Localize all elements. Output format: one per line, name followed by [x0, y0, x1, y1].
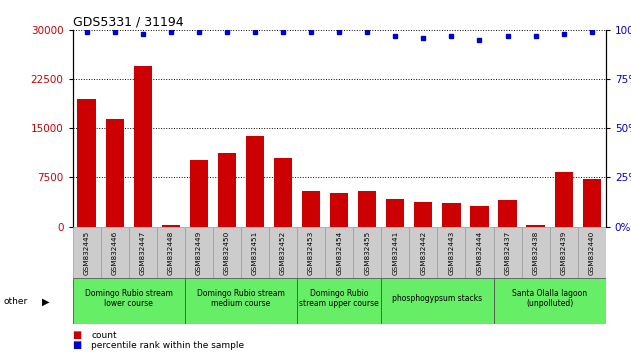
Text: Domingo Rubio stream
lower course: Domingo Rubio stream lower course	[85, 289, 173, 308]
Text: GSM832441: GSM832441	[392, 231, 398, 275]
Text: GSM832451: GSM832451	[252, 231, 258, 275]
Text: GSM832448: GSM832448	[168, 231, 174, 275]
Bar	[185, 278, 297, 324]
Text: other: other	[3, 297, 27, 306]
Bar	[498, 200, 517, 227]
Bar	[555, 172, 573, 227]
Text: ▶: ▶	[42, 297, 49, 307]
Bar	[269, 227, 297, 278]
Text: GDS5331 / 31194: GDS5331 / 31194	[73, 16, 183, 29]
Text: GSM832437: GSM832437	[505, 231, 510, 275]
Bar	[381, 278, 493, 324]
Bar	[466, 227, 493, 278]
Bar	[78, 99, 96, 227]
Text: GSM832450: GSM832450	[224, 231, 230, 275]
Bar	[353, 227, 381, 278]
Text: GSM832452: GSM832452	[280, 231, 286, 275]
Bar	[522, 227, 550, 278]
Bar	[330, 193, 348, 227]
Bar	[162, 225, 180, 227]
Text: GSM832447: GSM832447	[139, 231, 146, 275]
Text: count: count	[91, 331, 117, 340]
Bar	[274, 158, 292, 227]
Bar	[73, 278, 185, 324]
Bar	[213, 227, 241, 278]
Bar	[386, 199, 404, 227]
Bar	[578, 227, 606, 278]
Text: GSM832446: GSM832446	[112, 231, 117, 275]
Text: GSM832454: GSM832454	[336, 231, 342, 275]
Bar	[550, 227, 578, 278]
Text: GSM832453: GSM832453	[308, 231, 314, 275]
Bar	[73, 227, 100, 278]
Bar	[470, 206, 488, 227]
Text: GSM832444: GSM832444	[476, 231, 483, 275]
Bar	[297, 278, 381, 324]
Bar	[325, 227, 353, 278]
Bar	[185, 227, 213, 278]
Text: GSM832442: GSM832442	[420, 231, 427, 275]
Bar	[358, 190, 376, 227]
Text: GSM832438: GSM832438	[533, 231, 539, 275]
Bar	[246, 136, 264, 227]
Text: Domingo Rubio
stream upper course: Domingo Rubio stream upper course	[299, 289, 379, 308]
Bar	[381, 227, 410, 278]
Text: ■: ■	[73, 341, 82, 350]
Text: GSM832445: GSM832445	[83, 231, 90, 275]
Text: phosphogypsum stacks: phosphogypsum stacks	[392, 294, 483, 303]
Bar	[410, 227, 437, 278]
Bar	[526, 225, 545, 227]
Bar	[218, 153, 236, 227]
Bar	[437, 227, 466, 278]
Text: percentile rank within the sample: percentile rank within the sample	[91, 342, 245, 350]
Text: GSM832443: GSM832443	[449, 231, 454, 275]
Bar	[582, 179, 601, 227]
Bar	[442, 203, 461, 227]
Text: GSM832449: GSM832449	[196, 231, 202, 275]
Bar	[493, 278, 606, 324]
Bar	[241, 227, 269, 278]
Text: ■: ■	[73, 330, 82, 340]
Bar	[134, 66, 152, 227]
Text: GSM832455: GSM832455	[364, 231, 370, 275]
Bar	[190, 160, 208, 227]
Bar	[156, 227, 185, 278]
Bar	[129, 227, 156, 278]
Bar	[105, 119, 124, 227]
Bar	[493, 227, 522, 278]
Text: Santa Olalla lagoon
(unpolluted): Santa Olalla lagoon (unpolluted)	[512, 289, 587, 308]
Text: Domingo Rubio stream
medium course: Domingo Rubio stream medium course	[197, 289, 285, 308]
Text: GSM832439: GSM832439	[561, 231, 567, 275]
Bar	[414, 202, 432, 227]
Text: GSM832440: GSM832440	[589, 231, 595, 275]
Bar	[302, 190, 320, 227]
Bar	[100, 227, 129, 278]
Bar	[297, 227, 325, 278]
